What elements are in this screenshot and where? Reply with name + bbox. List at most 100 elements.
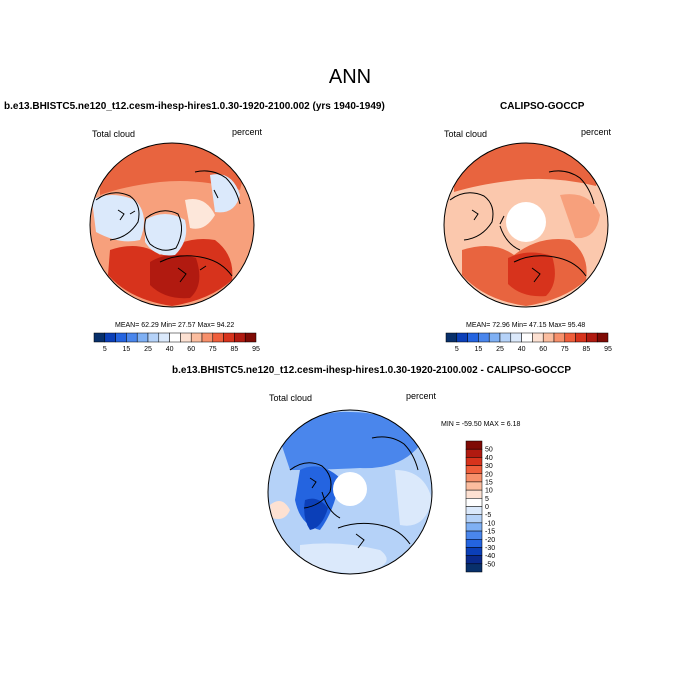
- colorbar-swatch: [488, 332, 501, 343]
- colorbar-swatch: [465, 514, 483, 524]
- low-cloud-region-canada: [92, 195, 144, 242]
- model-colorbar: 5 15 25 40 60 75 85 95: [93, 332, 260, 353]
- coastline-asia-east: [194, 170, 241, 205]
- colorbar-swatch: [465, 489, 483, 499]
- colorbar-swatch: [499, 332, 512, 343]
- diff-positive-patch: [270, 501, 290, 519]
- colorbar-swatch: [136, 332, 149, 343]
- obs-map-border: [443, 142, 609, 308]
- coastline-asia-east: [371, 436, 419, 471]
- colorbar-swatch: [201, 332, 214, 343]
- colorbar-tick-label: 5: [485, 496, 489, 503]
- colorbar-tick-label: 5: [103, 346, 107, 353]
- coastline-greenland: [321, 491, 341, 519]
- diff-panel-title: b.e13.BHISTC5.ne120_t12.cesm-ihesp-hires…: [172, 365, 572, 376]
- coastline-eurasia: [513, 255, 587, 283]
- colorbar-swatch: [93, 332, 106, 343]
- colorbar-tick-label: 60: [187, 346, 195, 353]
- coastline-north-america: [449, 192, 494, 241]
- colorbar-swatch: [465, 522, 483, 532]
- colorbar-tick-label: 75: [209, 346, 217, 353]
- model-panel-title: b.e13.BHISTC5.ne120_t12.cesm-ihesp-hires…: [4, 101, 385, 112]
- low-cloud-region-alaska: [210, 174, 240, 213]
- colorbar-tick-label: -5: [485, 512, 491, 519]
- colorbar-swatch: [234, 332, 246, 343]
- coastline-north-america: [95, 192, 140, 241]
- colorbar-swatch: [147, 332, 160, 343]
- obs-panel-title: CALIPSO-GOCCP: [500, 101, 585, 112]
- colorbar-swatch: [465, 465, 483, 474]
- obs-stats: MEAN= 72.96 Min= 47.15 Max= 95.48: [466, 322, 586, 329]
- low-cloud-region-pole: [145, 214, 187, 256]
- colorbar-swatch: [212, 332, 224, 343]
- colorbar-tick-label: 40: [166, 346, 174, 353]
- colorbar-swatch: [465, 481, 483, 491]
- model-variable-label: Total cloud: [92, 129, 136, 139]
- colorbar-swatch: [465, 440, 483, 450]
- colorbar-swatch: [467, 332, 479, 343]
- colorbar-swatch: [532, 332, 544, 343]
- colorbar-tick-label: -10: [485, 520, 495, 527]
- colorbar-tick-label: -20: [485, 537, 495, 544]
- colorbar-tick-label: 15: [485, 479, 493, 486]
- colorbar-swatch: [456, 332, 468, 343]
- coastline-greenland: [499, 215, 521, 251]
- colorbar-swatch: [542, 332, 555, 343]
- diff-stats: MIN = -59.50 MAX = 6.18: [441, 421, 521, 428]
- colorbar-swatch: [465, 539, 483, 548]
- colorbar-tick-label: 60: [539, 346, 547, 353]
- colorbar-swatch: [465, 547, 483, 556]
- diff-strong-negative-north: [280, 411, 420, 470]
- high-cloud-region-siberia: [508, 252, 555, 297]
- colorbar-tick-label: 95: [252, 346, 260, 353]
- colorbar-tick-label: 5: [455, 346, 459, 353]
- colorbar-swatch: [564, 332, 576, 343]
- colorbar-swatch: [180, 332, 192, 343]
- colorbar-swatch: [158, 332, 170, 343]
- colorbar-tick-label: 95: [604, 346, 612, 353]
- colorbar-tick-label: 15: [475, 346, 483, 353]
- colorbar-tick-label: 15: [123, 346, 131, 353]
- colorbar-swatch: [465, 506, 483, 515]
- coastline-asia-east: [548, 170, 595, 205]
- diff-weak-negative-east: [395, 470, 432, 526]
- colorbar-swatch: [465, 530, 483, 540]
- coastline-greenland: [144, 210, 182, 251]
- colorbar-swatch: [465, 448, 483, 458]
- high-cloud-region-siberia: [150, 254, 200, 299]
- colorbar-tick-label: -50: [485, 561, 495, 568]
- colorbar-swatch: [553, 332, 566, 343]
- colorbar-tick-label: -15: [485, 529, 495, 536]
- coastline-north-america: [289, 462, 332, 509]
- colorbar-swatch: [465, 563, 483, 573]
- colorbar-swatch: [223, 332, 235, 343]
- colorbar-tick-label: 50: [485, 447, 493, 454]
- diff-map-border: [267, 409, 433, 575]
- model-stats: MEAN= 62.29 Min= 27.57 Max= 94.22: [115, 322, 235, 329]
- coastline-eurasia: [159, 255, 233, 283]
- polar-data-gap: [333, 472, 367, 506]
- colorbar-tick-label: 75: [561, 346, 569, 353]
- diff-polar-map: [268, 410, 432, 574]
- model-map-border: [89, 142, 255, 308]
- colorbar-tick-label: 0: [485, 504, 489, 511]
- mid-cloud-region-pale: [185, 199, 215, 229]
- diff-weak-negative-south: [300, 543, 387, 574]
- colorbar-tick-label: 40: [485, 455, 493, 462]
- colorbar-swatch: [465, 473, 483, 483]
- colorbar-swatch: [104, 332, 116, 343]
- colorbar-swatch: [510, 332, 522, 343]
- colorbar-swatch: [190, 332, 203, 343]
- colorbar-swatch: [575, 332, 587, 343]
- figure-title: ANN: [328, 66, 372, 88]
- colorbar-swatch: [478, 332, 490, 343]
- colorbar-swatch: [126, 332, 138, 343]
- obs-units-label: percent: [581, 127, 612, 137]
- model-polar-map: [90, 143, 254, 307]
- colorbar-swatch: [596, 332, 609, 343]
- colorbar-tick-label: 30: [485, 463, 493, 470]
- colorbar-swatch: [521, 332, 533, 343]
